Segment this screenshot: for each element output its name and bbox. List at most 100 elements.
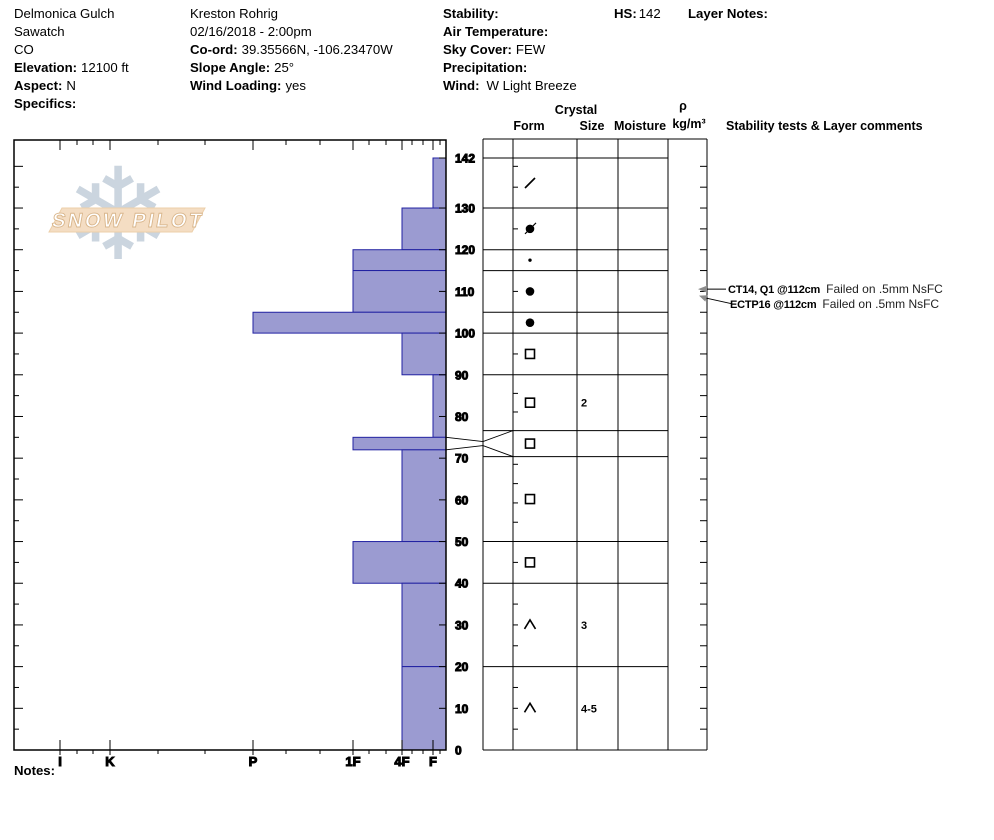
grain-form-FC-icon [524,438,536,449]
layer-bar-90-75 [432,374,447,438]
datetime-line: 02/16/2018 - 2:00pm [190,23,393,41]
layer-bar-50-40 [352,541,447,584]
sky-cover-label: Sky Cover: [443,42,512,57]
depth-tick-label: 50 [455,535,469,549]
depth-tick-label: 120 [455,243,475,257]
sky-cover-value: FEW [515,42,546,57]
state-name: CO [14,41,129,59]
location-block: Delmonica Gulch Sawatch CO Elevation: 121… [14,5,129,113]
stability-test-1: CT14, Q1 @112cm Failed on .5mm NsFC [728,282,943,296]
logo-band [48,207,206,233]
snowpilot-logo: ❄SNOW PILOT [48,144,206,287]
test-arrow-line [705,297,732,305]
wind-line: Wind: W Light Breeze [443,77,577,95]
aspect-value: N [66,78,76,93]
grain-form-RG-icon [525,318,535,327]
depth-tick-label: 80 [455,410,469,424]
layer-fan-line [445,445,514,457]
moisture-header: Moisture [613,119,667,133]
weather-block: Stability: Air Temperature: Sky Cover: FE… [443,5,577,95]
observer-name: Kreston Rohrig [190,5,393,23]
sky-cover-line: Sky Cover: FEW [443,41,577,59]
hardness-tick-label: P [249,754,258,769]
grain-form-FC-icon [524,557,536,568]
form-header: Form [513,119,545,133]
plot-border [13,139,447,751]
precip-line: Precipitation: [443,59,577,77]
wind-label: Wind: [443,78,480,93]
state-name-text: CO [14,42,34,57]
layer-bar-40-20 [401,582,447,668]
crystal-header: Crystal [554,103,598,117]
layer-bar-115-105 [352,270,447,313]
notes-label: Notes: [14,763,56,778]
layer-bar-105-100 [252,311,447,334]
layer-notes-block: Layer Notes: [688,5,768,23]
grain-size-label: 3 [581,620,587,632]
slope-angle-label: Slope Angle: [190,60,271,75]
aspect-label: Aspect: [14,78,63,93]
precip-label: Precipitation: [443,60,528,75]
observer-name-text: Kreston Rohrig [190,6,278,21]
size-header: Size [579,119,605,133]
grain-form-DF-icon [524,222,537,235]
specifics-line: Specifics: [14,95,129,113]
hardness-tick-label: K [105,754,115,769]
grain-form-FC-icon [524,348,536,360]
depth-tick-label: 130 [455,202,475,216]
datetime-text: 02/16/2018 - 2:00pm [190,24,312,39]
depth-tick-label: 100 [455,327,475,341]
wind-value: W Light Breeze [486,78,577,93]
grain-symbols: 2 3 4-5 [523,177,597,715]
hardness-tick-label: 1F [345,754,360,769]
observer-block: Kreston Rohrig 02/16/2018 - 2:00pm Co-or… [190,5,393,95]
layer-bar-100-90 [401,332,447,376]
range-name-text: Sawatch [14,24,65,39]
depth-tick-label: 70 [455,452,469,466]
grain-form-FC-icon [524,397,536,408]
test-arrowhead-icon [698,285,707,293]
depth-tick-label: 0 [455,744,462,758]
depth-tick-label: 142 [455,152,475,166]
grain-form-RG-icon [525,287,535,296]
stability-label: Stability: [443,6,499,21]
range-name: Sawatch [14,23,129,41]
hardness-bars [252,157,447,751]
depth-tick-label: 10 [455,702,469,716]
aspect-line: Aspect: N [14,77,129,95]
wind-loading-line: Wind Loading: yes [190,77,393,95]
air-temp-label: Air Temperature: [443,24,549,39]
hardness-tick-label: F [429,754,437,769]
grain-form-DH-icon [523,701,537,713]
depth-tick-label: 40 [455,577,469,591]
wind-loading-label: Wind Loading: [190,78,282,93]
slope-angle-value: 25° [274,60,295,75]
hs-value: 142 [638,6,661,21]
depth-tick-label: 60 [455,493,469,507]
grain-form-DF-icon [524,177,536,189]
stability-line: Stability: [443,5,577,23]
wind-loading-value: yes [285,78,306,93]
hs-block: HS: 142 [614,5,661,23]
layer-fan-line [445,430,514,443]
coord-line: Co-ord: 39.35566N, -106.23470W [190,41,393,59]
coord-value: 39.35566N, -106.23470W [241,42,393,57]
grain-form-RG-small-icon [528,258,532,262]
stability-test-2: ECTP16 @112cm Failed on .5mm NsFC [730,297,939,311]
elevation-value: 12100 ft [81,60,129,75]
layer-table [445,138,708,751]
site-name-text: Delmonica Gulch [14,6,115,21]
hardness-tick-label: 4F [394,754,409,769]
layer-bar-75-72 [352,436,447,451]
hardness-tick-label: I [58,754,62,769]
density-symbol-header: ρ [679,99,687,113]
grain-size-label: 2 [581,398,587,410]
depth-tick-label: 30 [455,618,469,632]
site-name: Delmonica Gulch [14,5,129,23]
density-units-header: kg/m³ [672,117,706,131]
specifics-label: Specifics: [14,96,77,111]
stability-test-annotations: CT14, Q1 @112cm Failed on .5mm NsFCECTP16… [698,282,943,311]
elevation-label: Elevation: [14,60,78,75]
